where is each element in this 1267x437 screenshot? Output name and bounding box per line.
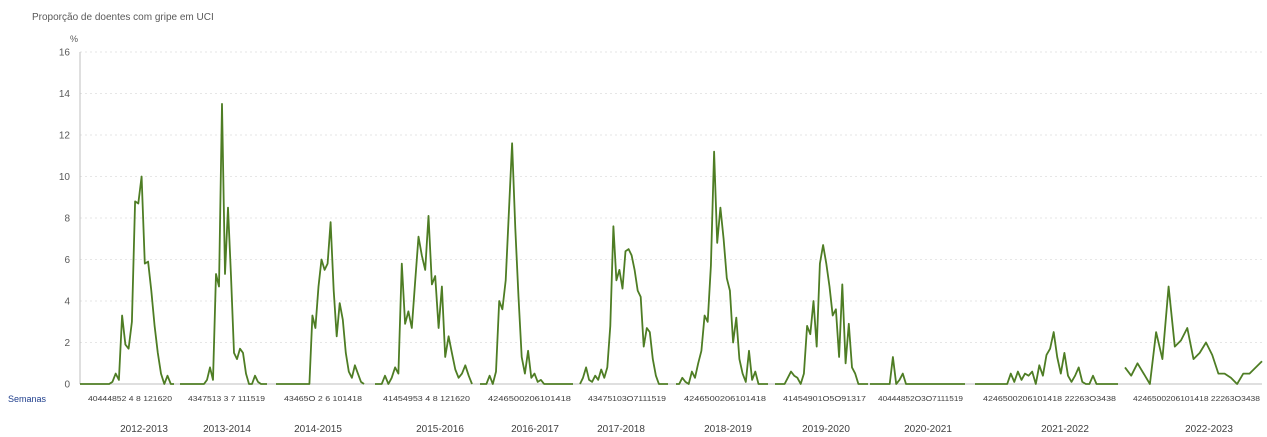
week-tick-label: 41454953 4 8 121620	[383, 394, 470, 403]
season-label: 2019-2020	[802, 424, 850, 435]
series-line-2014-2015	[276, 221, 365, 385]
series-line-2019-2020	[775, 244, 868, 385]
season-label: 2015-2016	[416, 424, 464, 435]
y-tick-label: 12	[59, 131, 71, 142]
season-label: 2020-2021	[904, 424, 952, 435]
y-tick-label: 16	[59, 48, 71, 59]
week-tick-label: 41454901O5O91317	[783, 394, 866, 403]
y-tick-label: 0	[64, 380, 70, 391]
series-line-2012-2013	[80, 175, 174, 385]
series-line-2016-2017	[480, 142, 573, 385]
season-label: 2017-2018	[597, 424, 645, 435]
series-line-2015-2016	[375, 214, 473, 385]
gridlines	[80, 51, 1262, 343]
week-tick-label: 43465O 2 6 101418	[284, 394, 362, 403]
week-tick-label: 4246500206101418	[684, 394, 766, 403]
season-label: 2021-2022	[1041, 424, 1089, 435]
chart-title: Proporção de doentes com gripe em UCI	[32, 12, 214, 23]
series-line-2017-2018	[579, 225, 668, 385]
week-tick-label: 4246500206101418 22263O3438	[983, 394, 1116, 403]
y-tick-label: 10	[59, 172, 71, 183]
y-tick-label: 6	[64, 255, 70, 266]
week-tick-labels: 40444852 4 8 121620 4347513 3 7 111519 434…	[88, 394, 1260, 403]
series-line-2020-2021	[870, 356, 965, 385]
series-line-2013-2014	[180, 103, 267, 385]
season-label: 2012-2013	[120, 424, 168, 435]
week-tick-label: 4347513 3 7 111519	[188, 394, 265, 403]
y-tick-label: 4	[64, 297, 70, 308]
series-line-2018-2019	[676, 150, 768, 385]
series-line-2022-2023	[1124, 285, 1263, 385]
series-line-2021-2022	[975, 331, 1118, 385]
y-tick-label: 2	[64, 338, 70, 349]
week-tick-label: 40444852O3O7111519	[878, 394, 963, 403]
week-tick-label: 4246500206101418	[488, 394, 571, 403]
x-axis-label: Semanas	[8, 394, 47, 404]
week-tick-label: 40444852 4 8 121620	[88, 394, 172, 403]
week-tick-label: 4246500206101418 22263O3438	[1133, 394, 1260, 403]
week-tick-label: 43475103O7111519	[588, 394, 666, 403]
season-label: 2014-2015	[294, 424, 342, 435]
season-label: 2022-2023	[1185, 424, 1233, 435]
y-tick-label: 8	[64, 214, 70, 225]
y-tick-label: 14	[59, 89, 71, 100]
season-lines	[80, 103, 1263, 385]
y-axis-unit: %	[70, 34, 78, 44]
season-label: 2016-2017	[511, 424, 559, 435]
season-label: 2018-2019	[704, 424, 752, 435]
season-label: 2013-2014	[203, 424, 251, 435]
y-axis-ticks: 0 2 4 6 8 10 12 14 16	[59, 48, 71, 391]
season-labels: 2012-2013 2013-2014 2014-2015 2015-2016 2016…	[120, 424, 1233, 435]
